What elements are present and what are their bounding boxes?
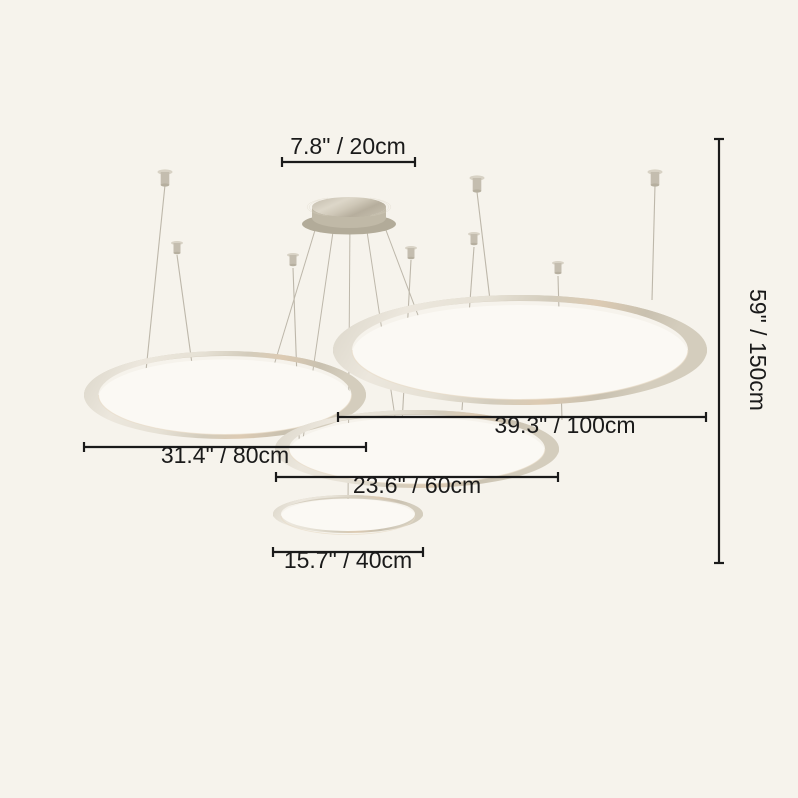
svg-text:31.4" / 80cm: 31.4" / 80cm bbox=[161, 442, 289, 468]
svg-text:7.8" / 20cm: 7.8" / 20cm bbox=[290, 133, 406, 159]
svg-text:59" / 150cm: 59" / 150cm bbox=[745, 289, 771, 411]
svg-text:23.6" / 60cm: 23.6" / 60cm bbox=[353, 472, 481, 498]
svg-text:39.3" / 100cm: 39.3" / 100cm bbox=[494, 412, 635, 438]
svg-text:15.7" / 40cm: 15.7" / 40cm bbox=[284, 547, 412, 573]
